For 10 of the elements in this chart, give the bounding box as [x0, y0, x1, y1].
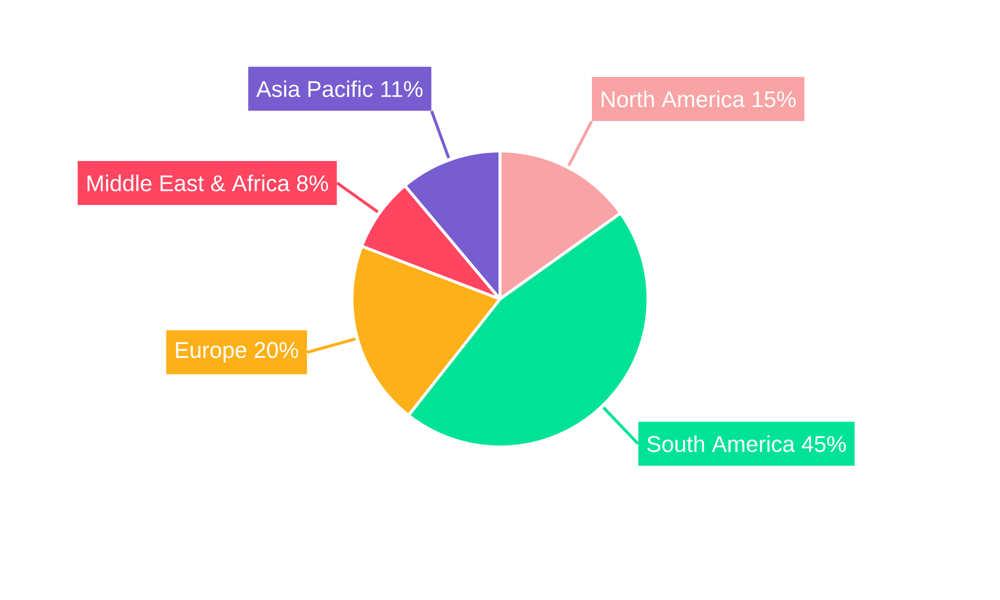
slice-label: North America	[602, 90, 745, 108]
data-label: 11%	[381, 81, 423, 98]
data-label: 8%	[297, 175, 328, 192]
slice-label: South America	[647, 435, 795, 452]
slice-label: Europe	[176, 342, 246, 363]
data-label: 20%	[254, 342, 298, 358]
slice-label: Middle East & Africa	[88, 174, 290, 192]
slice-label: Asia Pacific	[256, 80, 373, 98]
data-label: 15%	[752, 91, 796, 108]
data-label: 45%	[802, 436, 846, 452]
